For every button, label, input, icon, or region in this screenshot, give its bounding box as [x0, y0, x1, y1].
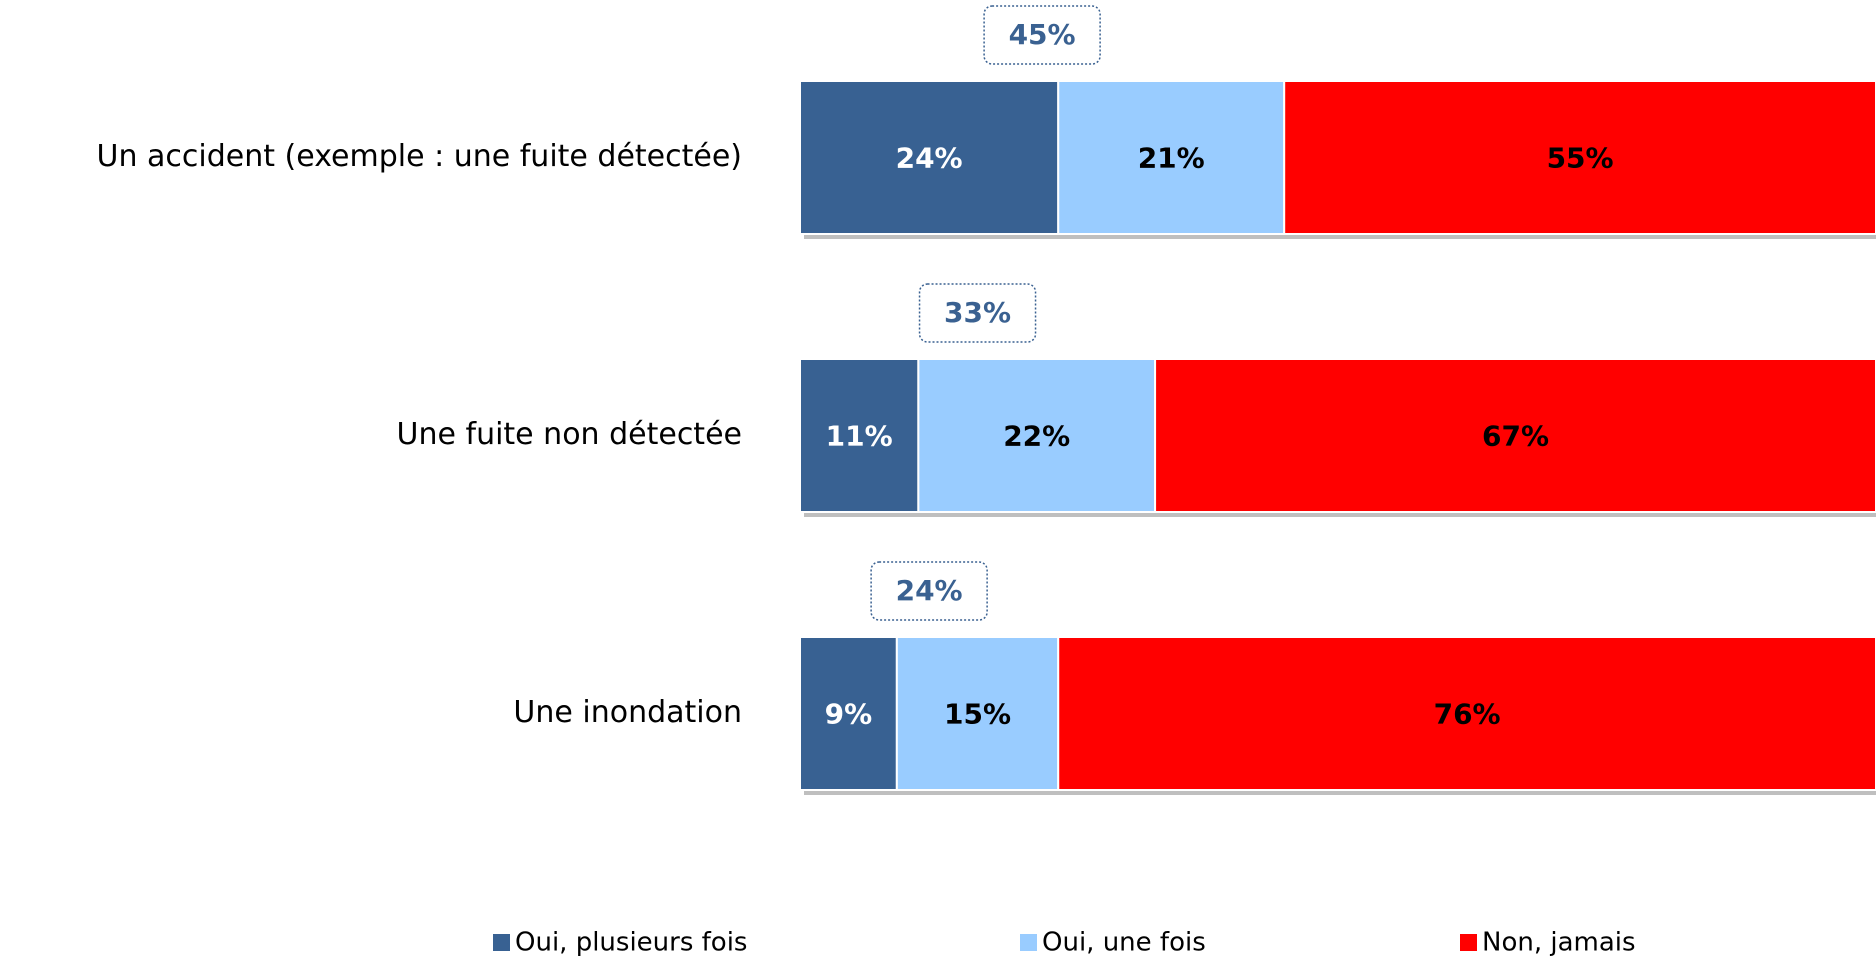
bar-shadow — [804, 512, 1876, 517]
value-label: 67% — [1482, 420, 1549, 453]
legend-label: Non, jamais — [1482, 928, 1636, 957]
total-box — [918, 283, 1037, 343]
category-label: Un accident (exemple : une fuite détecté… — [97, 139, 742, 174]
bar-segment — [1057, 80, 1286, 235]
bar-shadow — [804, 790, 1876, 795]
legend-label: Oui, une fois — [1042, 928, 1206, 957]
value-label: 24% — [896, 142, 963, 175]
legend-swatch — [493, 934, 510, 951]
total-box — [870, 561, 988, 621]
category-label: Une inondation — [513, 695, 742, 730]
bar-segment — [799, 80, 1060, 235]
value-label: 76% — [1434, 698, 1501, 731]
bar-segment — [1057, 636, 1876, 791]
category-label: Une fuite non détectée — [397, 417, 742, 452]
value-label: 55% — [1547, 142, 1614, 175]
legend-label: Oui, plusieurs fois — [515, 928, 747, 957]
value-label: 11% — [826, 420, 893, 453]
total-label: 45% — [1009, 18, 1076, 51]
value-label: 22% — [1003, 420, 1070, 453]
value-label: 15% — [944, 698, 1011, 731]
total-label: 24% — [896, 574, 963, 607]
total-box — [983, 5, 1101, 65]
value-label: 9% — [825, 698, 873, 731]
total-label: 33% — [944, 296, 1011, 329]
legend-swatch — [1460, 934, 1477, 951]
bar-shadow — [804, 234, 1876, 239]
legend-swatch — [1020, 934, 1037, 951]
value-label: 21% — [1138, 142, 1205, 175]
